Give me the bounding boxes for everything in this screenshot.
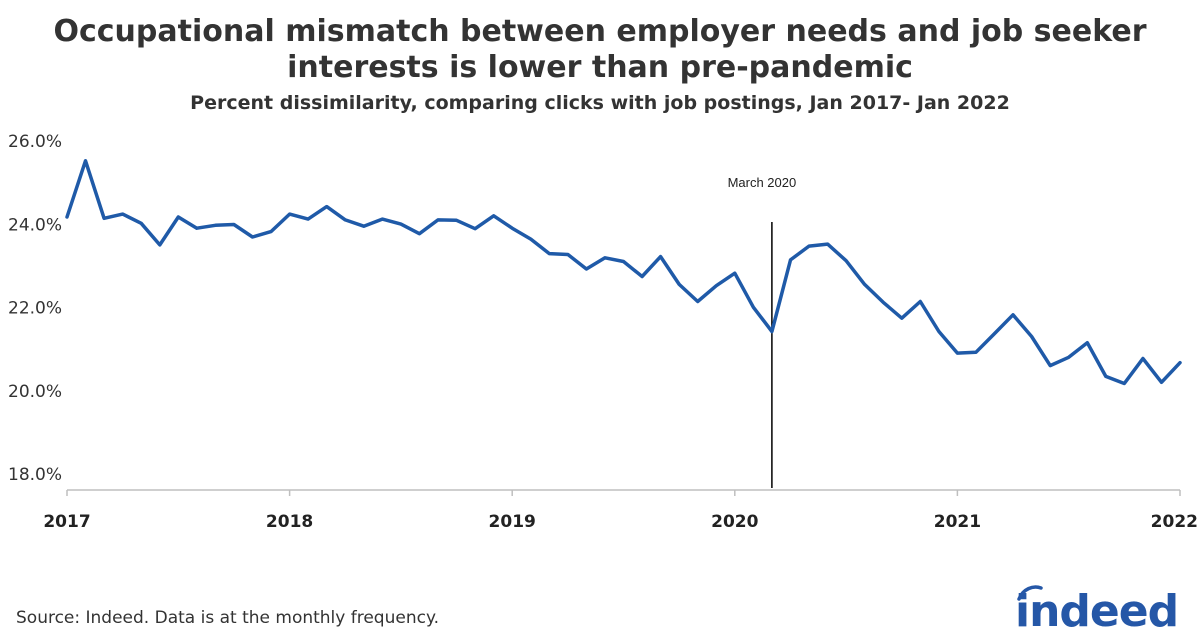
annotation-layer: March 2020 <box>728 175 797 488</box>
x-tick-label: 2021 <box>934 512 981 532</box>
x-tick-label: 2017 <box>43 512 90 532</box>
y-tick-label: 18.0% <box>8 465 62 485</box>
y-tick-label: 26.0% <box>8 132 62 152</box>
logo-wordmark: indeed <box>1015 586 1179 637</box>
y-tick-label: 24.0% <box>8 215 62 235</box>
logo-swoosh-icon <box>1017 585 1043 601</box>
source-note: Source: Indeed. Data is at the monthly f… <box>16 608 439 628</box>
chart-title-line-1: Occupational mismatch between employer n… <box>53 14 1147 49</box>
y-tick-label: 22.0% <box>8 299 62 319</box>
x-tick-label: 2022 <box>1151 512 1198 532</box>
x-tick-label: 2018 <box>266 512 313 532</box>
y-tick-label: 20.0% <box>8 382 62 402</box>
x-tick-label: 2019 <box>489 512 536 532</box>
series-layer <box>65 159 1182 386</box>
annotation-label: March 2020 <box>728 175 797 190</box>
x-axis: 2017 2018 2019 2020 2021 2022 <box>43 489 1198 532</box>
chart-subtitle: Percent dissimilarity, comparing clicks … <box>190 92 1010 114</box>
indeed-logo: indeed <box>1015 584 1185 640</box>
chart-title-line-2: interests is lower than pre-pandemic <box>287 50 913 85</box>
chart-title: Occupational mismatch between employer n… <box>0 14 1200 86</box>
y-axis-labels: 18.0% 20.0% 22.0% 24.0% 26.0% <box>8 132 62 485</box>
x-tick-label: 2020 <box>711 512 758 532</box>
series-line <box>65 159 1182 386</box>
